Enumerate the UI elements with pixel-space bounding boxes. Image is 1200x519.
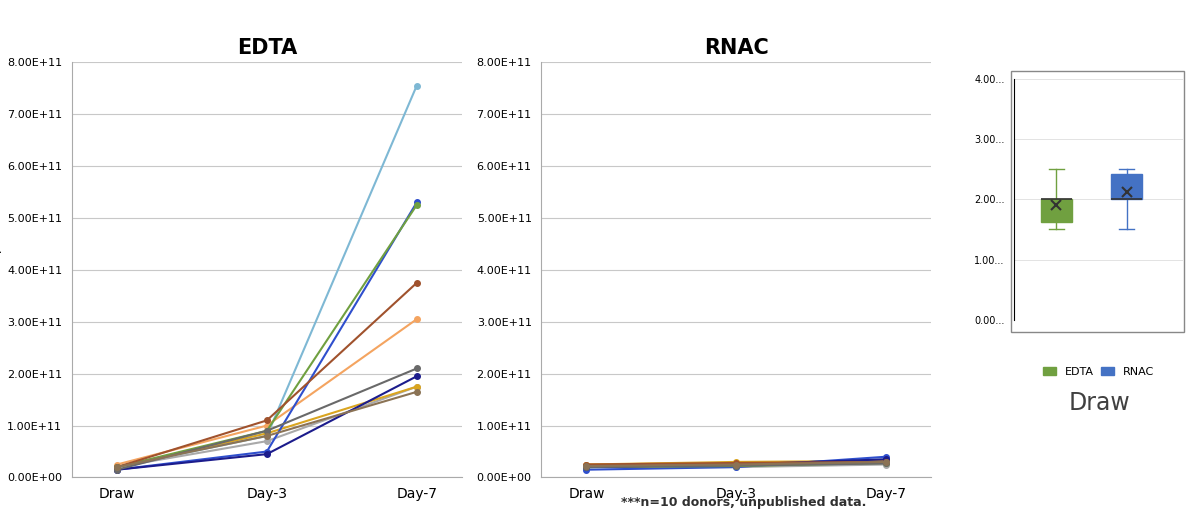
Text: ***n=10 donors, unpublished data.: ***n=10 donors, unpublished data. [622,496,866,509]
Title: EDTA: EDTA [236,38,296,58]
Y-axis label: Particles (mL plasma): Particles (mL plasma) [0,202,1,337]
Text: Draw: Draw [1068,391,1130,415]
Title: RNAC: RNAC [704,38,769,58]
